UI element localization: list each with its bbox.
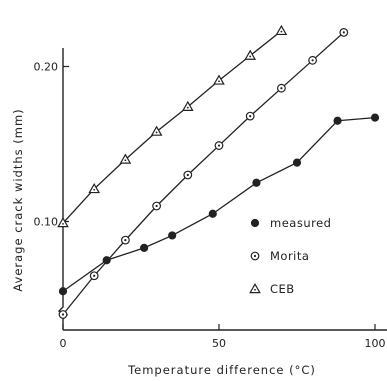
- legend-item-measured: measured: [250, 216, 331, 230]
- data-point-ceb: [119, 153, 132, 164]
- data-point-measured: [333, 116, 342, 125]
- data-point-ceb: [275, 24, 288, 36]
- data-point-measured: [252, 178, 261, 187]
- data-point-measured: [58, 287, 68, 296]
- data-point-morita: [183, 170, 193, 180]
- legend-marker-measured: [250, 218, 260, 228]
- data-point-measured: [208, 209, 217, 218]
- data-point-measured: [370, 113, 380, 122]
- data-point-morita: [308, 55, 318, 65]
- data-point-morita: [120, 235, 130, 245]
- series-line-morita: [62, 31, 345, 315]
- legend-label-ceb: CEB: [270, 282, 295, 296]
- legend-item-morita: Morita: [250, 249, 309, 263]
- data-point-morita: [89, 271, 99, 281]
- data-point-morita: [58, 310, 68, 319]
- data-point-ceb: [244, 49, 257, 60]
- x-axis-title: Temperature difference (°C): [127, 363, 316, 377]
- series-morita: [58, 28, 349, 319]
- series-ceb: [57, 24, 288, 228]
- data-point-measured: [292, 158, 302, 167]
- y-axis-title: Average crack widths (mm): [11, 108, 25, 291]
- data-point-ceb: [150, 125, 163, 136]
- ticks: 0 50 100 0.10 0.20: [34, 61, 386, 351]
- legend-label-morita: Morita: [270, 249, 309, 263]
- data-point-morita: [152, 201, 162, 211]
- data-point-morita: [277, 83, 286, 93]
- data-point-morita: [214, 141, 224, 150]
- data-point-morita: [245, 111, 255, 121]
- series-measured: [58, 113, 380, 296]
- legend-label-measured: measured: [270, 216, 331, 230]
- x-tick-label: 100: [365, 337, 386, 350]
- axes: [57, 48, 387, 331]
- y-tick-label: 0.20: [34, 61, 59, 74]
- data-point-measured: [168, 231, 177, 240]
- data-point-ceb: [213, 74, 225, 85]
- data-point-ceb: [57, 217, 69, 228]
- legend: measured Morita CEB: [249, 216, 331, 296]
- series-layer: [57, 24, 380, 319]
- legend-marker-ceb: [249, 282, 261, 294]
- y-tick-label: 0.10: [34, 216, 59, 229]
- legend-marker-morita: [250, 251, 260, 261]
- data-point-measured: [140, 243, 149, 252]
- data-point-ceb: [88, 182, 101, 194]
- x-tick-label: 50: [212, 337, 226, 350]
- x-tick-label: 0: [60, 337, 67, 350]
- legend-item-ceb: CEB: [249, 282, 295, 296]
- data-point-ceb: [181, 100, 194, 112]
- data-point-morita: [339, 28, 349, 37]
